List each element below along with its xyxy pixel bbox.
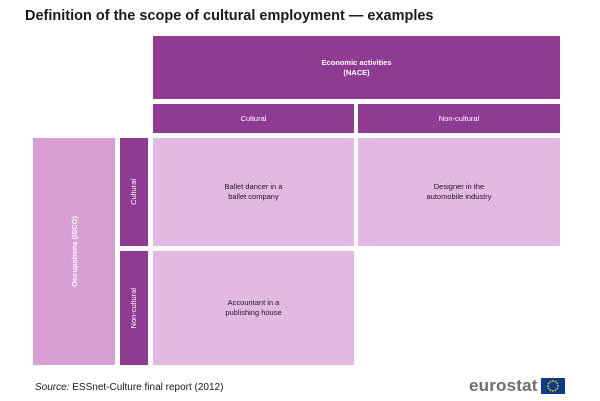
economic-activities-header: Economic activities (NACE) xyxy=(153,36,560,99)
column-label-non-cultural: Non-cultural xyxy=(438,113,480,123)
row-header-non-cultural: Non-cultural xyxy=(120,251,148,365)
occupations-label: Occupations (ISCO) xyxy=(69,216,79,287)
cell-cultural-non-cultural: Designer in the automobile industry xyxy=(358,138,560,246)
source-text: ESSnet-Culture final report (2012) xyxy=(69,382,224,393)
row-header-cultural: Cultural xyxy=(120,138,148,246)
row-label-cultural: Cultural xyxy=(129,179,139,205)
cell-cultural-cultural: Ballet dancer in a ballet company xyxy=(153,138,354,246)
source-label: Source: xyxy=(35,382,70,393)
economic-activities-code: (NACE) xyxy=(343,67,370,77)
cell-cultural-cultural-line2: ballet company xyxy=(228,192,279,201)
cell-cultural-cultural-line1: Ballet dancer in a xyxy=(224,181,283,191)
column-header-non-cultural: Non-cultural xyxy=(358,104,560,133)
cell-cultural-non-cultural-line2: automobile industry xyxy=(426,192,492,201)
eu-flag-icon xyxy=(540,378,565,394)
column-label-cultural: Cultural xyxy=(240,113,267,123)
occupations-header: Occupations (ISCO) xyxy=(33,138,115,365)
diagram-title: Definition of the scope of cultural empl… xyxy=(25,8,434,24)
cell-non-cultural-cultural-line2: publishing house xyxy=(225,308,282,317)
eurostat-logo: eurostat xyxy=(469,376,565,396)
cell-non-cultural-cultural-line1: Accountant in a xyxy=(227,297,280,307)
source-note: Source: ESSnet-Culture final report (201… xyxy=(35,382,223,393)
row-label-non-cultural: Non-cultural xyxy=(129,287,139,329)
cell-non-cultural-cultural: Accountant in a publishing house xyxy=(153,251,354,365)
eurostat-wordmark: eurostat xyxy=(469,376,538,395)
column-header-cultural: Cultural xyxy=(153,104,354,133)
cell-cultural-non-cultural-line1: Designer in the xyxy=(433,181,485,191)
economic-activities-label: Economic activities xyxy=(321,58,392,67)
